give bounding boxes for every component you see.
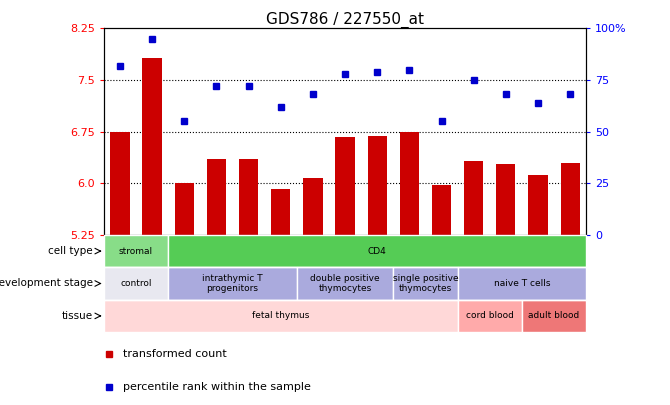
Bar	[143, 58, 161, 235]
Title: GDS786 / 227550_at: GDS786 / 227550_at	[266, 12, 424, 28]
Text: transformed count: transformed count	[123, 349, 227, 359]
Text: percentile rank within the sample: percentile rank within the sample	[123, 382, 311, 392]
Bar	[271, 189, 290, 235]
Bar	[175, 183, 194, 235]
Bar	[464, 160, 483, 235]
Bar	[304, 179, 322, 235]
Bar	[368, 136, 387, 235]
Text: fetal thymus: fetal thymus	[252, 311, 310, 320]
Text: single positive
thymocytes: single positive thymocytes	[393, 274, 458, 293]
Text: double positive
thymocytes: double positive thymocytes	[310, 274, 380, 293]
Text: control: control	[120, 279, 152, 288]
Bar	[168, 267, 297, 300]
Bar	[207, 159, 226, 235]
Bar	[458, 267, 586, 300]
Bar	[111, 132, 129, 235]
Bar	[104, 300, 458, 332]
Text: naive T cells: naive T cells	[494, 279, 550, 288]
Bar	[522, 300, 586, 332]
Text: CD4: CD4	[368, 247, 387, 256]
Text: development stage: development stage	[0, 279, 92, 288]
Bar	[400, 132, 419, 235]
Bar	[561, 163, 580, 235]
Text: cord blood: cord blood	[466, 311, 514, 320]
Bar	[104, 267, 168, 300]
Bar	[168, 235, 586, 267]
Bar	[393, 267, 458, 300]
Bar	[297, 267, 393, 300]
Bar	[496, 164, 515, 235]
Bar	[104, 235, 168, 267]
Text: cell type: cell type	[48, 246, 92, 256]
Text: intrathymic T
progenitors: intrathymic T progenitors	[202, 274, 263, 293]
Bar	[529, 175, 547, 235]
Text: tissue: tissue	[62, 311, 92, 321]
Text: stromal: stromal	[119, 247, 153, 256]
Text: adult blood: adult blood	[529, 311, 580, 320]
Bar	[336, 137, 354, 235]
Bar	[432, 185, 451, 235]
Bar	[239, 159, 258, 235]
Bar	[458, 300, 522, 332]
